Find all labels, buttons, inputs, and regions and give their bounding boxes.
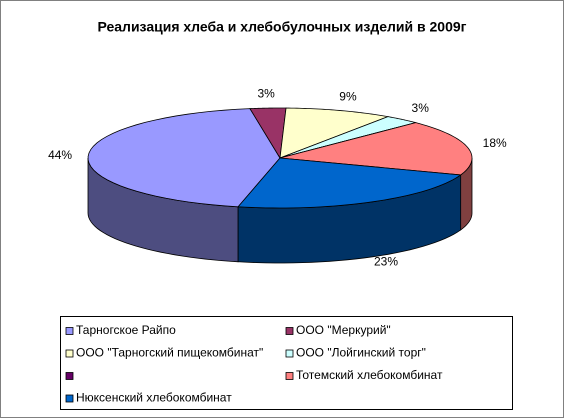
- legend-swatch: [285, 349, 294, 358]
- pie-slice: [279, 122, 473, 176]
- legend-swatch: [65, 327, 74, 335]
- legend-label: Тотемский хлебокомбинат: [296, 368, 443, 382]
- chart-title: Реализация хлеба и хлебобулочных изделий…: [97, 19, 466, 35]
- pie-slice: [249, 107, 287, 160]
- data-label: 23%: [374, 254, 398, 268]
- data-label: 18%: [483, 136, 507, 150]
- legend-label: Тарногское Райпо: [76, 323, 176, 337]
- legend-label: ООО "Меркурий": [296, 323, 391, 337]
- pie-slice: [279, 116, 418, 159]
- legend-swatch: [285, 372, 294, 380]
- legend-swatch: [65, 372, 74, 380]
- data-label: 44%: [48, 148, 72, 162]
- data-label: 3%: [412, 101, 430, 115]
- pie-slice: [279, 107, 390, 159]
- legend-swatch: [65, 394, 74, 403]
- legend-label: ООО "Лойгинский торг": [296, 346, 426, 360]
- legend-label: Нюксенский хлебокомбинат: [76, 391, 232, 405]
- data-label: 3%: [258, 86, 276, 100]
- pie-slice: [237, 157, 462, 209]
- data-label: 9%: [339, 89, 357, 103]
- legend-label: ООО "Тарногский пищекомбинат": [76, 346, 263, 360]
- legend-swatch: [65, 349, 74, 358]
- legend-swatch: [285, 327, 294, 335]
- pie-slice: [87, 108, 281, 208]
